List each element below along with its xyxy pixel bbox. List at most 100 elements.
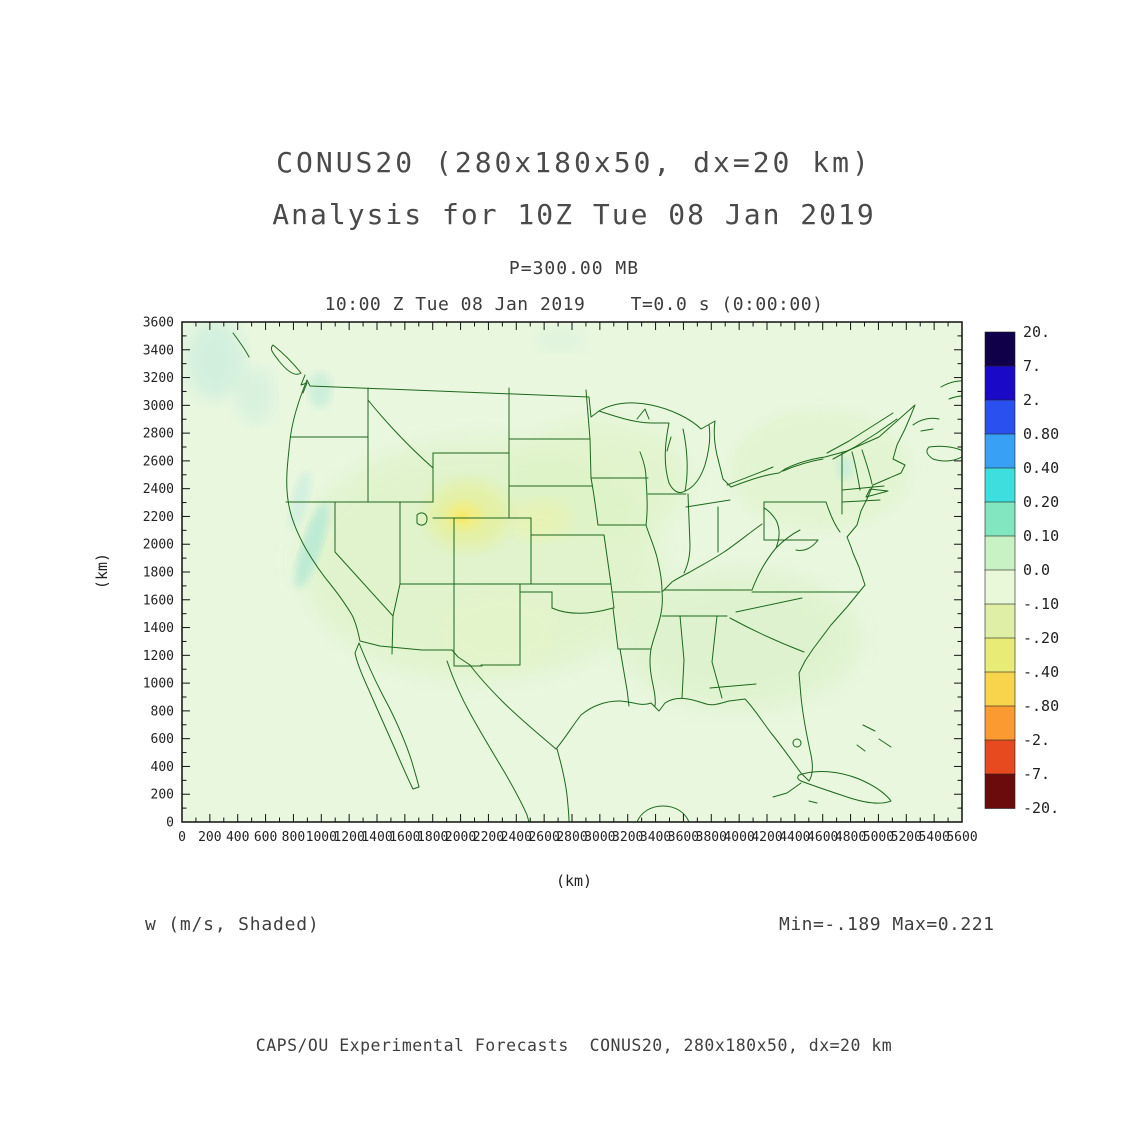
x-axis-label: (km) [555, 872, 593, 890]
field-patch-cyan [535, 328, 585, 352]
x-tick-label: 1400 [361, 830, 392, 845]
y-axis-label: (km) [93, 552, 111, 590]
state-borders-horizontal [285, 436, 885, 689]
colorbar-tick-label: 0.80 [1023, 425, 1059, 443]
colorbar-segment [984, 739, 1016, 775]
x-tick-label: 4400 [779, 830, 810, 845]
caribbean-islands [772, 724, 892, 804]
axes-layer: 0 200 400 600 800 100012001400160018002000220… [143, 316, 978, 846]
mexico-coast [354, 642, 690, 822]
y-tick-label: 3000 [143, 399, 174, 414]
x-tick-label: 2000 [445, 830, 476, 845]
colorbar-segment [984, 501, 1016, 537]
colorbar-segment [984, 365, 1016, 401]
great-lakes-shores [598, 408, 824, 494]
colorbar-tick-label: 0.0 [1023, 561, 1050, 579]
colorbar-tick-label: 20. [1023, 323, 1050, 341]
y-tick-label: 3400 [143, 343, 174, 358]
x-tick-label: 2200 [473, 830, 504, 845]
x-tick-label: 4000 [723, 830, 754, 845]
lake-okeechobee [792, 738, 802, 748]
x-tick-label: 2600 [528, 830, 559, 845]
x-tick-label: 1600 [389, 830, 420, 845]
colorbar: 20. 7. 2. 0.80 0.40 0.20 0.10 0.0 -.10 -.20 -.40 -.… [984, 323, 1059, 817]
colorbar-tick-label: 7. [1023, 357, 1041, 375]
y-tick-label: 1800 [143, 566, 174, 581]
y-tick-label: 1200 [143, 649, 174, 664]
conus-coast-outline [286, 379, 916, 782]
x-tick-label: 200 [198, 830, 221, 845]
colorbar-segment [984, 399, 1016, 435]
field-patch [440, 590, 560, 670]
y-tick-label: 2000 [143, 538, 174, 553]
x-tick-label: 5200 [891, 830, 922, 845]
y-tick-label: 2200 [143, 510, 174, 525]
y-tick-label: 2600 [143, 454, 174, 469]
y-tick-label: 600 [151, 732, 174, 747]
x-tick-label: 1800 [417, 830, 448, 845]
colorbar-segment [984, 671, 1016, 707]
y-tick-label: 3200 [143, 371, 174, 386]
field-patch [730, 410, 910, 530]
x-tick-label: 3000 [584, 830, 615, 845]
colorbar-segment [984, 603, 1016, 639]
colorado-yellow-spot [455, 511, 469, 523]
pressure-level-label: P=300.00 MB [508, 258, 640, 279]
y-tick-label: 3600 [143, 316, 174, 331]
field-patch-yellow [510, 500, 570, 540]
sierra-cyan-streak [295, 502, 329, 588]
great-salt-lake [416, 512, 428, 526]
pacific-nw-islands [232, 332, 308, 394]
x-tick-label: 3200 [612, 830, 643, 845]
y-tick-label: 200 [151, 788, 174, 803]
x-tick-label: 5000 [863, 830, 894, 845]
y-tick-label: 2800 [143, 427, 174, 442]
y-tick-label: 1400 [143, 621, 174, 636]
colorbar-tick-label: -.40 [1023, 663, 1059, 681]
x-tick-label: 600 [254, 830, 277, 845]
field-patch-cyan [837, 456, 853, 480]
x-tick-label: 4600 [807, 830, 838, 845]
minmax-label: Min=-.189 Max=0.221 [779, 914, 995, 935]
colorbar-tick-label: 2. [1023, 391, 1041, 409]
field-patch-cyan [289, 470, 311, 530]
y-tick-label: 1000 [143, 677, 174, 692]
x-tick-label: 1200 [333, 830, 364, 845]
x-tick-label: 5400 [918, 830, 949, 845]
colorbar-tick-label: -7. [1023, 765, 1050, 783]
map-artwork [232, 332, 962, 822]
field-patch-cyan [308, 372, 332, 408]
field-patch-cyan [185, 322, 245, 400]
x-tick-label: 800 [282, 830, 305, 845]
variable-label: w (m/s, Shaded) [145, 914, 320, 935]
colorbar-tick-label: -.20 [1023, 629, 1059, 647]
colorbar-segment [984, 331, 1016, 367]
field-patch [620, 570, 860, 710]
canada-coast-details [826, 380, 962, 462]
field-patch-cyan [235, 367, 275, 423]
y-tick-label: 0 [166, 816, 174, 831]
x-tick-label: 3400 [640, 830, 671, 845]
y-tick-label: 400 [151, 760, 174, 775]
x-tick-label: 400 [226, 830, 249, 845]
x-tick-label: 1000 [306, 830, 337, 845]
colorbar-tick-label: -.10 [1023, 595, 1059, 613]
state-borders-vertical [334, 387, 873, 707]
x-tick-label: 2400 [501, 830, 532, 845]
colorbar-segment [984, 705, 1016, 741]
plot-title-line1: CONUS20 (280x180x50, dx=20 km) [276, 146, 872, 179]
colorbar-tick-label: -2. [1023, 731, 1050, 749]
colorbar-segment [984, 535, 1016, 571]
y-tick-label: 800 [151, 704, 174, 719]
colorbar-segment [984, 433, 1016, 469]
colorbar-tick-label: -20. [1023, 799, 1059, 817]
plot-title-line2: Analysis for 10Z Tue 08 Jan 2019 [272, 198, 876, 231]
colorbar-segment [984, 569, 1016, 605]
colorbar-segment [984, 467, 1016, 503]
credit-footer: CAPS/OU Experimental Forecasts CONUS20, … [255, 1036, 893, 1055]
x-tick-label: 3600 [668, 830, 699, 845]
colorbar-tick-label: 0.20 [1023, 493, 1059, 511]
colorbar-tick-label: -.80 [1023, 697, 1059, 715]
